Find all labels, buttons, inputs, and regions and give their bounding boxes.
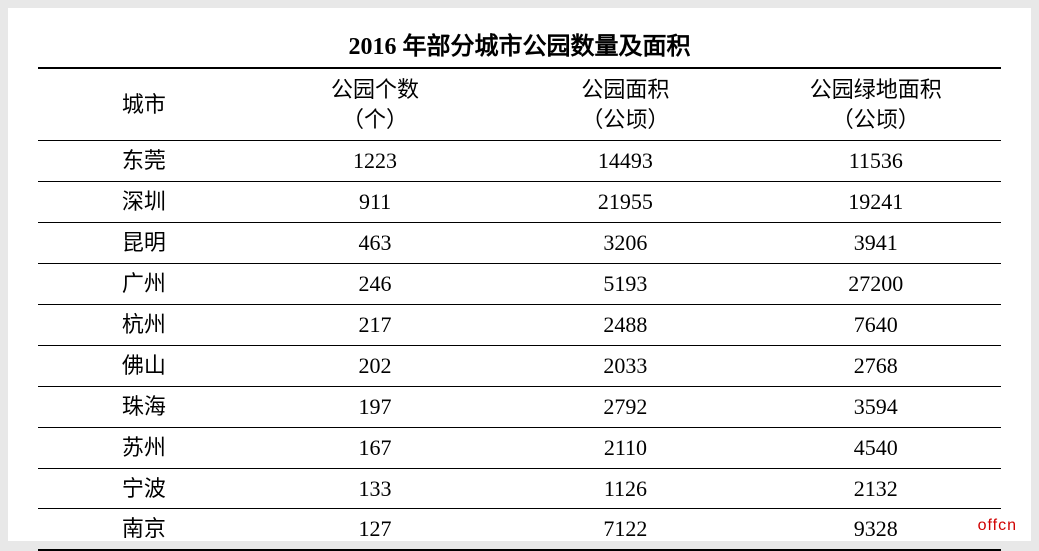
table-row: 佛山20220332768 bbox=[38, 345, 1001, 386]
col-header-city: 城市 bbox=[38, 68, 250, 141]
value-cell: 167 bbox=[250, 427, 500, 468]
value-cell: 11536 bbox=[751, 141, 1001, 182]
value-cell: 133 bbox=[250, 468, 500, 509]
table-row: 宁波13311262132 bbox=[38, 468, 1001, 509]
col-header-green-area: 公园绿地面积 （公顷） bbox=[751, 68, 1001, 141]
table-row: 杭州21724887640 bbox=[38, 304, 1001, 345]
city-cell: 东莞 bbox=[38, 141, 250, 182]
value-cell: 4540 bbox=[751, 427, 1001, 468]
city-cell: 深圳 bbox=[38, 182, 250, 223]
header-row: 城市 公园个数 （个） 公园面积 （公顷） 公园绿地面积 （公顷） bbox=[38, 68, 1001, 141]
value-cell: 202 bbox=[250, 345, 500, 386]
col-header-label: 公园个数 bbox=[254, 75, 496, 105]
value-cell: 27200 bbox=[751, 264, 1001, 305]
value-cell: 2768 bbox=[751, 345, 1001, 386]
value-cell: 246 bbox=[250, 264, 500, 305]
watermark-text: offcn bbox=[978, 517, 1017, 535]
table-row: 广州246519327200 bbox=[38, 264, 1001, 305]
col-header-unit: （个） bbox=[254, 105, 496, 135]
value-cell: 2132 bbox=[751, 468, 1001, 509]
col-header-label: 公园面积 bbox=[504, 75, 746, 105]
value-cell: 2110 bbox=[500, 427, 750, 468]
city-cell: 南京 bbox=[38, 509, 250, 550]
city-cell: 佛山 bbox=[38, 345, 250, 386]
value-cell: 127 bbox=[250, 509, 500, 550]
col-header-label: 城市 bbox=[42, 90, 246, 120]
value-cell: 19241 bbox=[751, 182, 1001, 223]
col-header-area: 公园面积 （公顷） bbox=[500, 68, 750, 141]
value-cell: 3941 bbox=[751, 223, 1001, 264]
table-row: 苏州16721104540 bbox=[38, 427, 1001, 468]
value-cell: 7640 bbox=[751, 304, 1001, 345]
city-cell: 杭州 bbox=[38, 304, 250, 345]
table-title: 2016 年部分城市公园数量及面积 bbox=[38, 26, 1001, 61]
col-header-unit: （公顷） bbox=[755, 105, 997, 135]
col-header-label: 公园绿地面积 bbox=[755, 75, 997, 105]
value-cell: 2488 bbox=[500, 304, 750, 345]
page-container: 2016 年部分城市公园数量及面积 城市 公园个数 （个） 公园面积 （公顷） bbox=[8, 8, 1031, 541]
city-cell: 珠海 bbox=[38, 386, 250, 427]
value-cell: 217 bbox=[250, 304, 500, 345]
table-body: 东莞12231449311536深圳9112195519241昆明4633206… bbox=[38, 141, 1001, 550]
value-cell: 9328 bbox=[751, 509, 1001, 550]
table-row: 珠海19727923594 bbox=[38, 386, 1001, 427]
value-cell: 3206 bbox=[500, 223, 750, 264]
city-cell: 苏州 bbox=[38, 427, 250, 468]
col-header-unit: （公顷） bbox=[504, 105, 746, 135]
table-row: 南京12771229328 bbox=[38, 509, 1001, 550]
value-cell: 5193 bbox=[500, 264, 750, 305]
value-cell: 911 bbox=[250, 182, 500, 223]
city-cell: 广州 bbox=[38, 264, 250, 305]
value-cell: 1223 bbox=[250, 141, 500, 182]
value-cell: 7122 bbox=[500, 509, 750, 550]
value-cell: 14493 bbox=[500, 141, 750, 182]
value-cell: 2033 bbox=[500, 345, 750, 386]
value-cell: 463 bbox=[250, 223, 500, 264]
value-cell: 21955 bbox=[500, 182, 750, 223]
table-row: 昆明46332063941 bbox=[38, 223, 1001, 264]
value-cell: 2792 bbox=[500, 386, 750, 427]
parks-table: 城市 公园个数 （个） 公园面积 （公顷） 公园绿地面积 （公顷） 东莞1223… bbox=[38, 67, 1001, 551]
value-cell: 197 bbox=[250, 386, 500, 427]
table-row: 东莞12231449311536 bbox=[38, 141, 1001, 182]
city-cell: 昆明 bbox=[38, 223, 250, 264]
value-cell: 3594 bbox=[751, 386, 1001, 427]
city-cell: 宁波 bbox=[38, 468, 250, 509]
value-cell: 1126 bbox=[500, 468, 750, 509]
col-header-count: 公园个数 （个） bbox=[250, 68, 500, 141]
table-row: 深圳9112195519241 bbox=[38, 182, 1001, 223]
